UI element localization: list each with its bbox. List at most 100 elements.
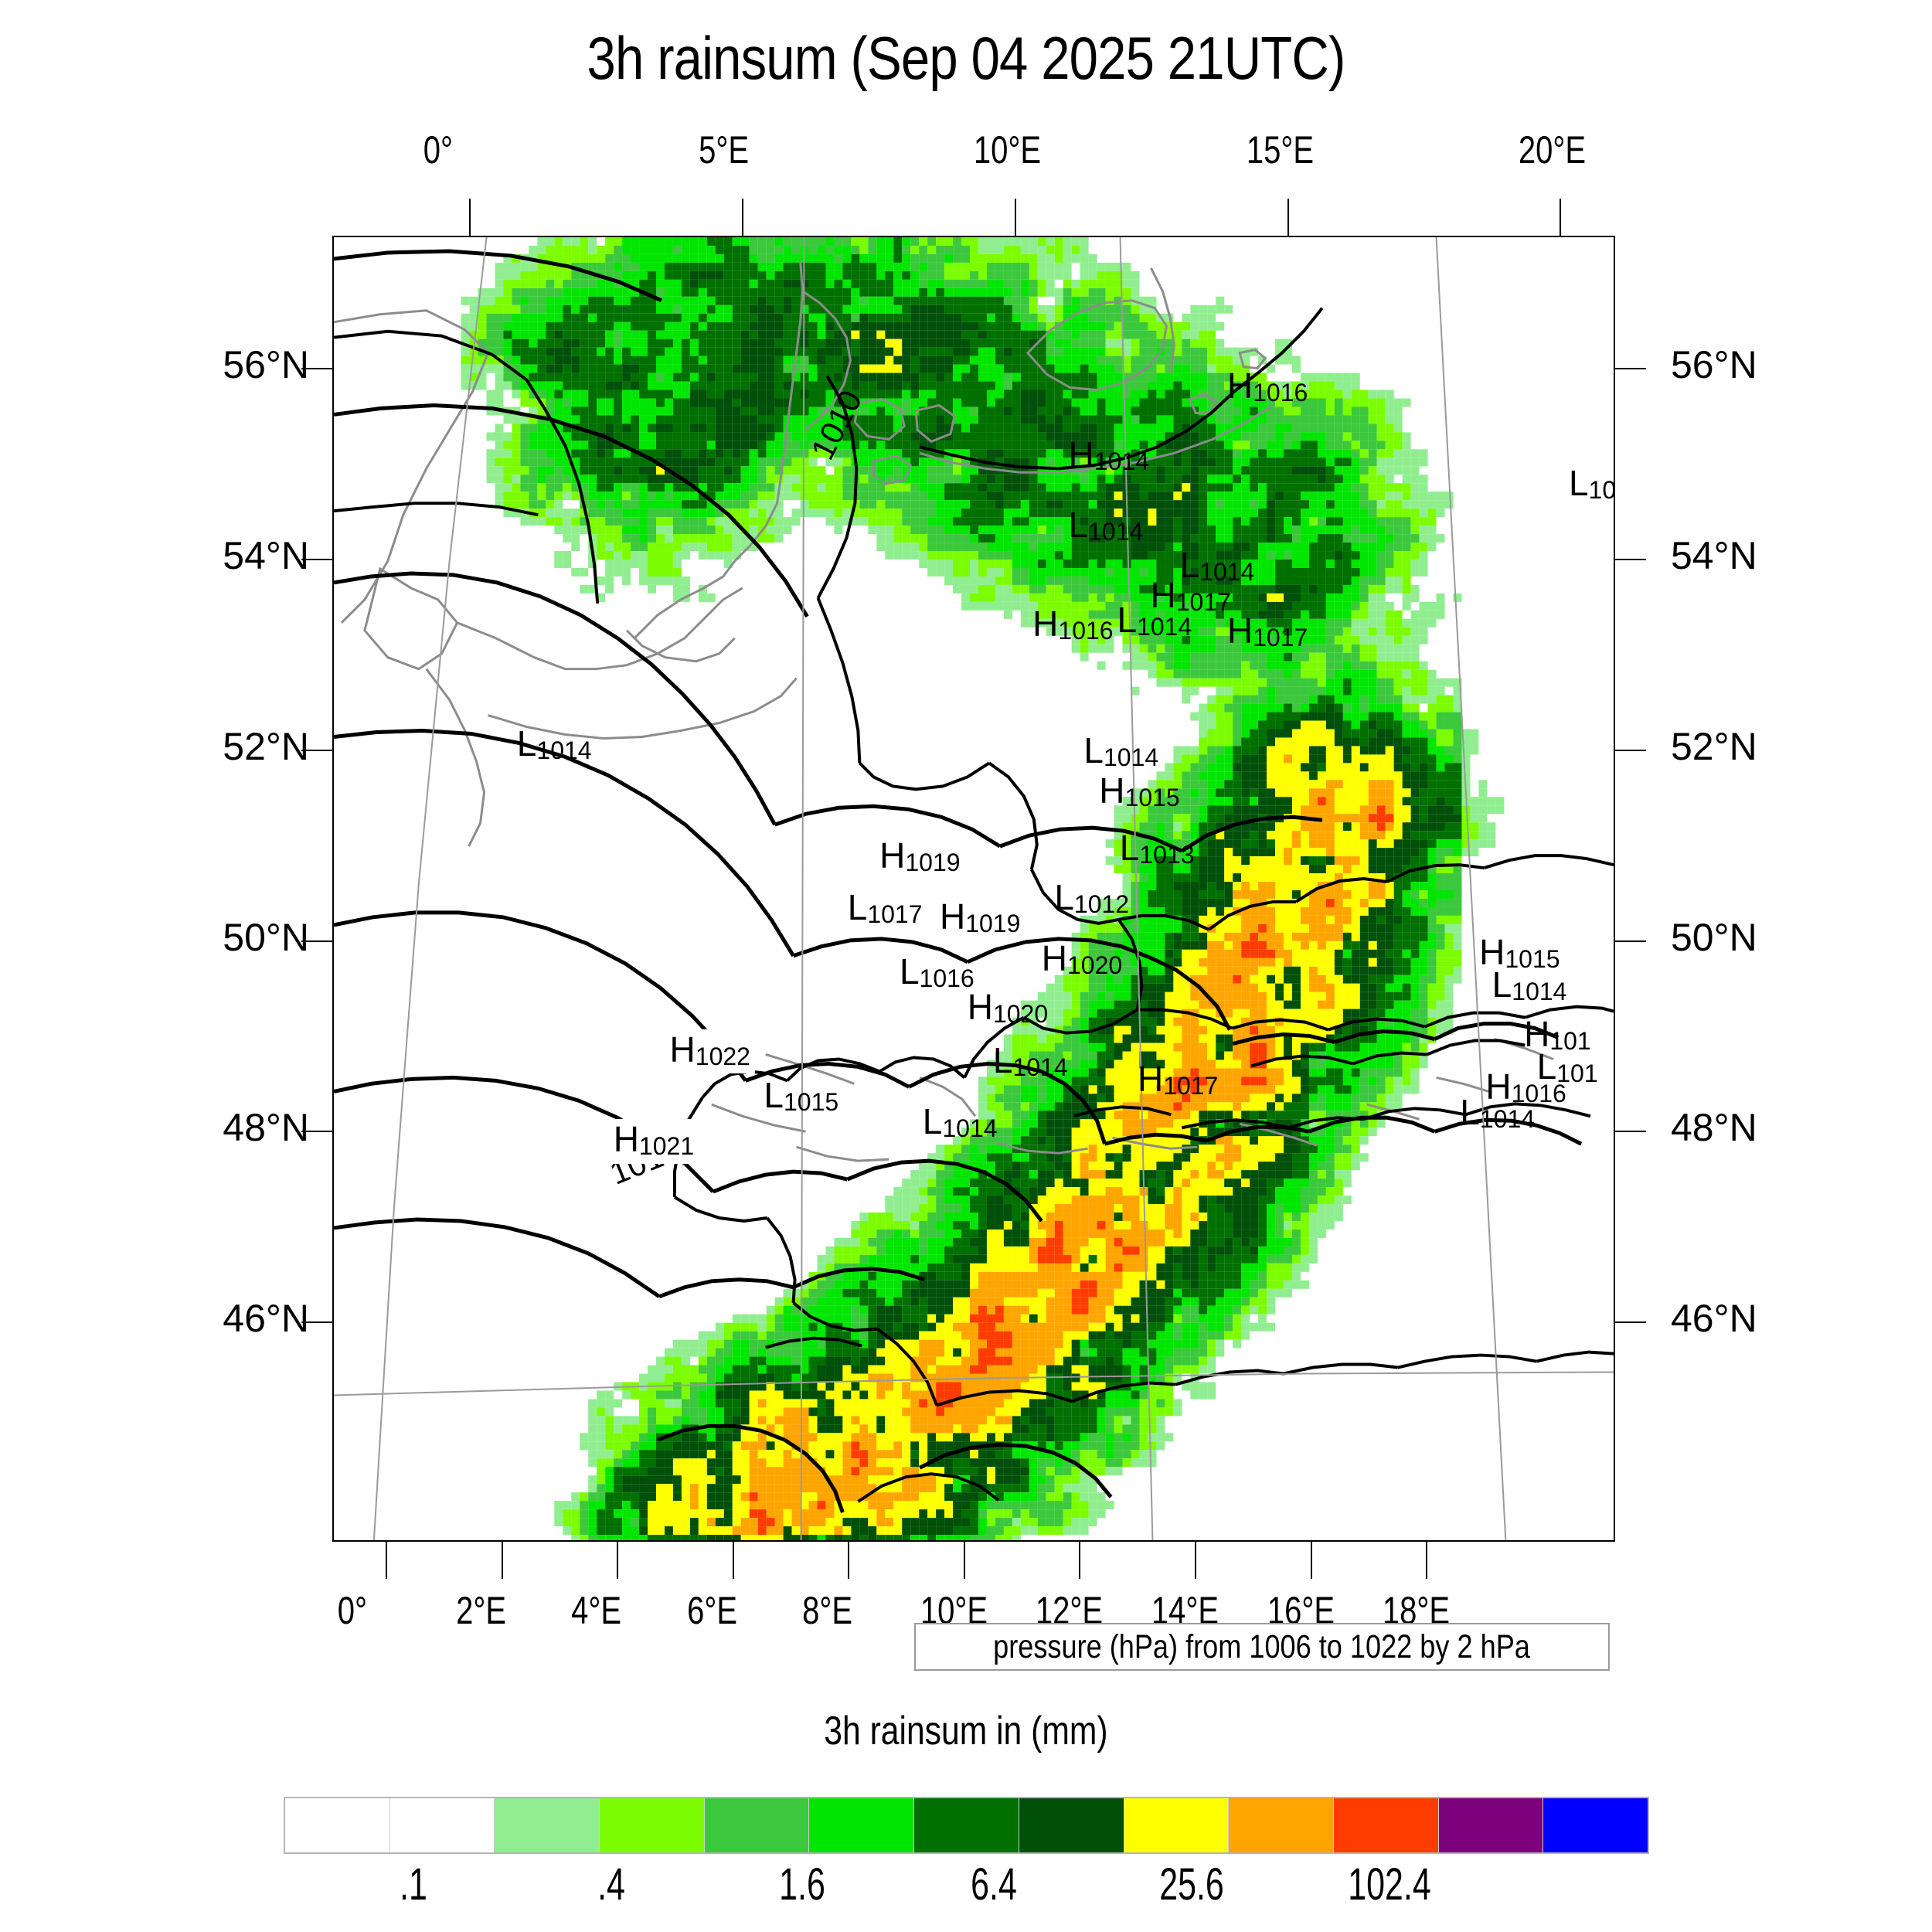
- pressure-marker: L1014: [1117, 602, 1192, 639]
- colorbar-swatch[interactable]: [1437, 1798, 1543, 1852]
- lat-tick-label-left: 48°N: [223, 1106, 309, 1150]
- lat-tick-label-left: 52°N: [223, 724, 309, 768]
- page-title: 3h rainsum (Sep 04 2025 21UTC): [587, 24, 1346, 92]
- lat-tick-label-right: 54°N: [1671, 534, 1757, 578]
- pressure-marker: L1014: [1069, 507, 1144, 544]
- colorbar-swatch[interactable]: [913, 1798, 1019, 1852]
- pressure-marker: L1015: [764, 1077, 838, 1114]
- low-pressure-symbol: L: [1117, 600, 1138, 641]
- axis-tick: [1194, 1542, 1196, 1579]
- axis-tick: [1560, 199, 1562, 236]
- pressure-value: 101: [1588, 476, 1615, 505]
- pressure-marker: H1017: [1151, 577, 1231, 614]
- pressure-marker: L101: [1569, 463, 1615, 505]
- high-pressure-symbol: H: [1485, 1066, 1512, 1107]
- pressure-value: 1013: [1139, 841, 1195, 869]
- axis-tick: [1079, 1542, 1081, 1579]
- low-pressure-symbol: L: [1054, 877, 1074, 918]
- precipitation-raster: [461, 237, 1505, 1540]
- pressure-marker: H1017: [1227, 613, 1308, 650]
- axis-tick: [617, 1542, 619, 1579]
- high-pressure-symbol: H: [1099, 770, 1125, 811]
- coastline-layer: [334, 260, 1554, 1162]
- colorbar-tick-label: 25.6: [1159, 1859, 1224, 1910]
- colorbar-swatch[interactable]: [1228, 1798, 1333, 1852]
- lon-tick-label-bottom: 0°: [337, 1589, 368, 1632]
- colorbar-swatch[interactable]: [1332, 1798, 1438, 1852]
- pressure-marker: L1014: [517, 726, 592, 763]
- pressure-marker: L1016: [900, 954, 975, 991]
- pressure-marker: L1014: [1492, 967, 1567, 1004]
- high-pressure-symbol: H: [1226, 365, 1253, 406]
- lon-tick-label-bottom: 8°E: [802, 1589, 853, 1632]
- pressure-marker: L1013: [1120, 830, 1195, 867]
- pressure-marker: H1019: [876, 835, 965, 880]
- pressure-value: 1015: [1505, 945, 1560, 974]
- axis-tick: [301, 1131, 332, 1133]
- low-pressure-symbol: L: [764, 1075, 784, 1116]
- pressure-value: 1019: [965, 910, 1021, 938]
- low-pressure-symbol: L: [922, 1101, 943, 1142]
- lon-tick-label-bottom: 2°E: [455, 1589, 506, 1632]
- colorbar-swatch[interactable]: [1018, 1798, 1124, 1852]
- pressure-marker: H1017: [1138, 1061, 1218, 1098]
- high-pressure-symbol: H: [613, 1119, 639, 1160]
- pressure-marker: H1022: [666, 1029, 755, 1074]
- axis-tick: [301, 368, 332, 370]
- map-canvas: [334, 237, 1614, 1540]
- axis-tick: [1615, 749, 1646, 751]
- lat-tick-label-right: 52°N: [1671, 724, 1757, 768]
- axis-tick: [301, 1321, 332, 1324]
- colorbar[interactable]: [284, 1797, 1649, 1854]
- low-pressure-symbol: L: [1179, 545, 1200, 586]
- high-pressure-symbol: H: [1524, 1014, 1550, 1055]
- low-pressure-symbol: L: [1569, 463, 1589, 504]
- pressure-marker: L1014: [993, 1043, 1068, 1080]
- low-pressure-symbol: L: [1536, 1046, 1557, 1087]
- high-pressure-symbol: H: [669, 1029, 696, 1070]
- high-pressure-symbol: H: [939, 896, 966, 937]
- colorbar-swatch[interactable]: [808, 1798, 914, 1852]
- pressure-value: 1014: [1137, 613, 1192, 641]
- colorbar-swatch[interactable]: [494, 1798, 600, 1852]
- pressure-value: 1012: [1073, 890, 1130, 919]
- low-pressure-symbol: L: [1083, 730, 1104, 770]
- axis-tick: [1310, 1542, 1312, 1579]
- pressure-value: 1022: [695, 1043, 750, 1071]
- pressure-value: 101: [1549, 1027, 1591, 1056]
- high-pressure-symbol: H: [1479, 932, 1505, 972]
- colorbar-swatch[interactable]: [599, 1798, 704, 1852]
- lon-tick-label-bottom: 6°E: [686, 1589, 737, 1632]
- pressure-legend-box: pressure (hPa) from 1006 to 1022 by 2 hP…: [914, 1623, 1610, 1671]
- colorbar-swatch[interactable]: [703, 1798, 809, 1852]
- colorbar-swatch[interactable]: [1543, 1798, 1648, 1852]
- colorbar-swatch[interactable]: [1123, 1798, 1229, 1852]
- axis-tick: [1615, 1131, 1646, 1133]
- low-pressure-symbol: L: [1460, 1092, 1480, 1133]
- axis-tick: [1615, 1321, 1646, 1324]
- pressure-marker: H1015: [1479, 934, 1560, 971]
- low-pressure-symbol: L: [1068, 505, 1089, 545]
- lon-tick-label-top: 10°E: [973, 128, 1042, 172]
- map-plot-area[interactable]: 10101018 H1016H1014L101L1014L1014H1017H1…: [332, 236, 1615, 1542]
- axis-tick: [848, 1542, 850, 1579]
- pressure-marker: H101: [1524, 1016, 1591, 1053]
- axis-tick: [386, 1542, 387, 1579]
- high-pressure-symbol: H: [879, 835, 906, 876]
- pressure-value: 1016: [1058, 617, 1114, 645]
- pressure-marker: L1012: [1054, 879, 1129, 917]
- lon-tick-label-top: 5°E: [699, 128, 750, 172]
- axis-tick: [1615, 559, 1646, 561]
- colorbar-swatch[interactable]: [285, 1798, 389, 1852]
- pressure-value: 1016: [1253, 378, 1308, 406]
- axis-tick: [1014, 199, 1016, 236]
- axis-tick: [301, 940, 332, 942]
- pressure-value: 1014: [1094, 447, 1149, 476]
- pressure-marker: L1014: [1083, 733, 1158, 770]
- axis-tick: [301, 559, 332, 561]
- pressure-marker: L1014: [1180, 547, 1255, 584]
- colorbar-tick-label: .1: [399, 1859, 427, 1910]
- pressure-value: 1021: [638, 1132, 695, 1161]
- pressure-marker: H1020: [968, 989, 1048, 1026]
- colorbar-swatch[interactable]: [389, 1798, 495, 1852]
